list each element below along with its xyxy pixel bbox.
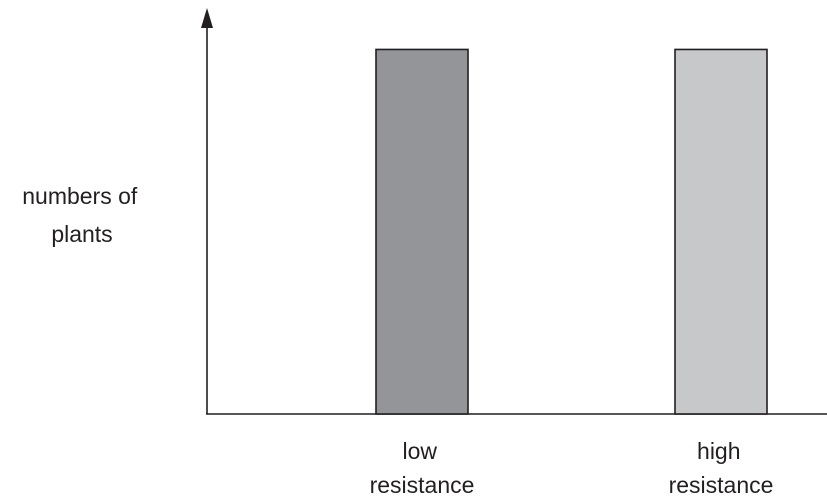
x-tick-label-low-line-2: resistance bbox=[370, 472, 475, 498]
y-axis-label-line-1: numbers of bbox=[22, 183, 138, 209]
x-tick-label-high-line-2: resistance bbox=[669, 472, 774, 498]
y-axis-label-line-2: plants bbox=[51, 221, 112, 247]
x-tick-label-high-line-1: high bbox=[697, 438, 740, 464]
bar-low-resistance bbox=[375, 48, 469, 415]
x-tick-label-low-resistance: low resistance bbox=[370, 438, 475, 498]
bar-high-resistance bbox=[674, 48, 768, 415]
x-tick-label-low-line-1: low bbox=[403, 438, 438, 464]
y-axis-arrowhead bbox=[201, 8, 213, 28]
y-axis-label: numbers of plants bbox=[22, 183, 142, 247]
x-tick-label-high-resistance: high resistance bbox=[669, 438, 774, 498]
